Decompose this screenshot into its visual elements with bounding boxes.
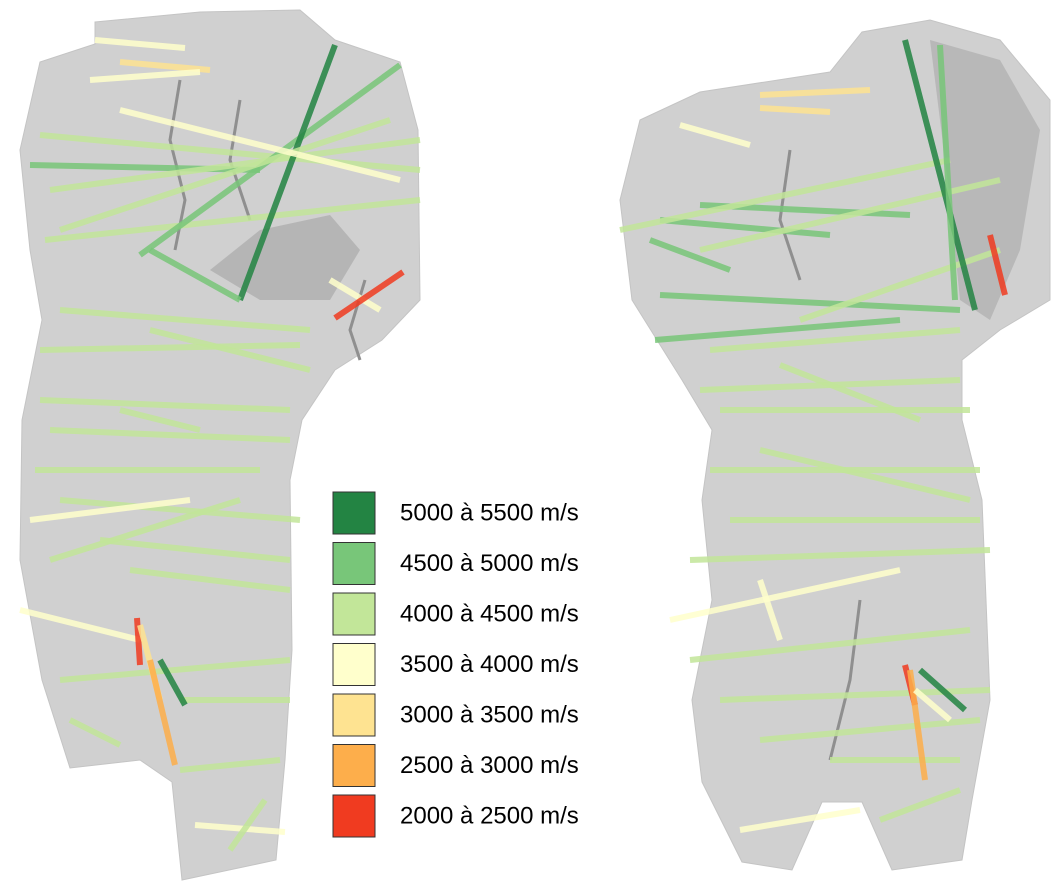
velocity-path [659,217,831,238]
velocity-path [237,43,338,302]
velocity-path [679,122,751,148]
velocity-path [39,397,291,413]
velocity-path [759,717,981,743]
velocity-path [759,105,831,115]
legend-label: 3500 à 4000 m/s [400,651,579,678]
velocity-path [44,197,421,243]
velocity-path [147,659,178,766]
velocity-path [709,327,961,353]
legend-label: 4500 à 5000 m/s [400,550,579,577]
velocity-path [759,447,971,503]
legend-label: 3000 à 3500 m/s [400,701,579,728]
velocity-path [659,292,961,313]
velocity-path [39,342,301,353]
velocity-path [134,617,143,666]
velocity-path [148,247,242,303]
velocity-path [89,69,201,83]
velocity-path [654,317,901,343]
legend-label: 4000 à 4500 m/s [400,600,579,627]
velocity-path [119,407,201,433]
velocity-path [59,497,301,523]
velocity-path [937,44,958,301]
legend-label: 5000 à 5500 m/s [400,499,579,526]
legend-swatch [332,491,376,535]
legend-swatch [332,542,376,585]
velocity-path [987,234,1008,296]
right-sculpture [619,19,1051,871]
velocity-path [907,669,928,781]
legend-swatch [332,693,376,737]
velocity-path [99,537,291,563]
velocity-path [59,307,311,333]
legend-label: 2500 à 3000 m/s [400,752,579,779]
velocity-path [689,627,971,663]
velocity-path [619,157,951,233]
velocity-path [179,757,281,773]
velocity-path [778,362,922,423]
velocity-path [689,547,991,563]
velocity-path [39,132,421,173]
velocity-path [149,327,311,373]
velocity-path [757,579,783,641]
velocity-path [29,497,191,523]
velocity-path [648,237,732,273]
velocity-path [918,667,967,713]
velocity-path [49,497,241,563]
velocity-path [878,787,962,823]
velocity-path [94,37,186,51]
legend-label: 2000 à 2500 m/s [400,802,579,829]
velocity-path [157,658,188,707]
legend: 5000 à 5500 m/s 4500 à 5000 m/s 4000 à 450… [332,491,579,838]
velocity-path [902,39,978,311]
velocity-path [19,607,141,643]
velocity-path [328,277,382,313]
legend-swatch [332,643,376,686]
legend-swatch [332,744,376,787]
velocity-path [227,798,268,852]
legend-swatch [332,592,376,636]
legend-swatch [332,794,376,838]
velocity-path [49,427,291,443]
velocity-paths [19,37,1008,852]
velocity-path [119,107,401,183]
velocity-path [194,822,286,835]
velocity-path [129,567,291,593]
velocity-path [799,247,1001,323]
velocity-path [59,657,291,683]
velocity-path [913,687,952,723]
velocity-path [669,567,901,623]
velocity-path [49,137,421,193]
velocity-path [333,269,405,321]
velocity-path [759,87,871,98]
velocity-path [68,717,122,748]
velocity-path [119,59,211,73]
velocity-path [739,807,861,833]
velocity-path [59,117,391,233]
